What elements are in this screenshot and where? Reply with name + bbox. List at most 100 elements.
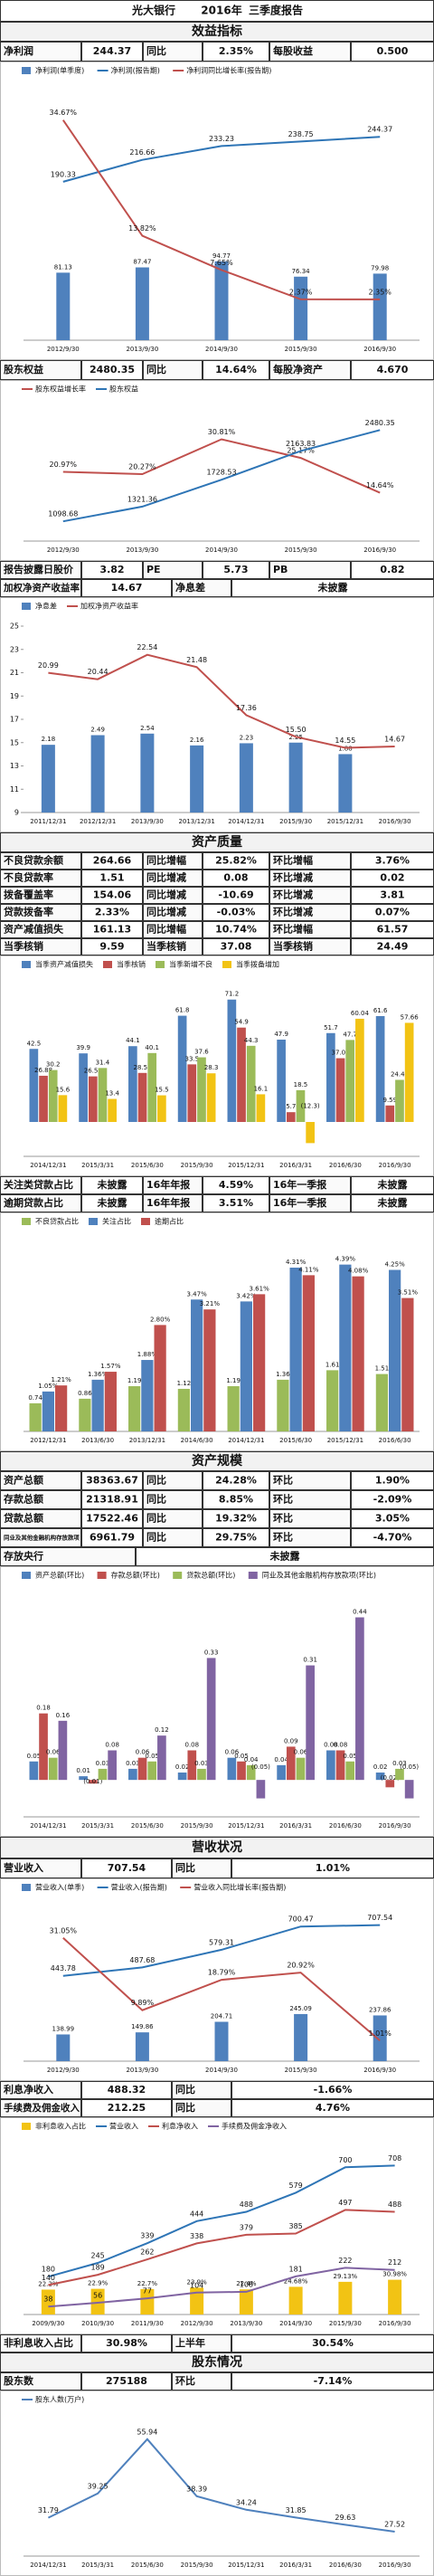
legend-swatch xyxy=(22,961,31,968)
table-value: -2.09% xyxy=(373,1494,412,1506)
data-label: 0.04 xyxy=(274,1756,288,1763)
data-label: 94.77 xyxy=(212,252,231,260)
x-tick-label: 2015/9/30 xyxy=(285,346,317,353)
table-cell xyxy=(81,1858,172,1878)
bar xyxy=(98,1068,108,1122)
table-value: 212.25 xyxy=(108,2102,146,2114)
x-tick-label: 2013/6/30 xyxy=(81,1437,114,1444)
table-cell xyxy=(269,904,351,921)
section-title: 效益指标 xyxy=(192,24,242,39)
x-tick-label: 2015/6/30 xyxy=(131,1822,164,1830)
table-cell xyxy=(81,579,172,597)
table-value: 3.05% xyxy=(375,1513,410,1525)
legend-label: 当季拨备增加 xyxy=(236,960,279,969)
data-label: 0.06 xyxy=(46,1749,61,1756)
table-label: 环比增减 xyxy=(273,889,313,901)
data-label: 81.13 xyxy=(54,263,72,271)
data-label: (0.05) xyxy=(251,1763,270,1771)
data-label: 1728.53 xyxy=(206,469,236,477)
bar xyxy=(326,1750,335,1781)
bar xyxy=(56,272,71,340)
table-label: 16年年报 xyxy=(146,1196,191,1209)
bar xyxy=(154,1325,166,1431)
legend-swatch xyxy=(22,603,31,610)
table-label: 营业收入 xyxy=(4,1861,43,1874)
table-cell xyxy=(0,852,81,870)
bar xyxy=(135,267,149,340)
table-value: 17522.46 xyxy=(86,1513,138,1525)
x-tick-label: 2014/12/31 xyxy=(228,818,264,825)
x-tick-label: 2012/9/30 xyxy=(47,346,80,353)
data-label: 18.79% xyxy=(208,1969,236,1977)
chart-frame xyxy=(0,1566,434,1837)
data-label: 4.08% xyxy=(348,1268,369,1275)
x-tick-label: 2014/12/31 xyxy=(228,1437,264,1444)
table-label: 同业及其他金融机构存放款项 xyxy=(4,1534,80,1542)
data-label: (0.01) xyxy=(83,1778,102,1785)
x-tick-label: 2015/9/30 xyxy=(181,2562,213,2569)
data-label: 0.18 xyxy=(36,1705,51,1712)
table-cell xyxy=(269,42,351,62)
data-label: (12.3) xyxy=(301,1103,320,1110)
table-label: 16年一季报 xyxy=(273,1178,327,1191)
table-cell xyxy=(269,1490,351,1509)
bar xyxy=(157,1735,166,1781)
data-label: 30.2 xyxy=(46,1061,61,1069)
section-title: 股东情况 xyxy=(192,2354,242,2370)
data-label: 3.21% xyxy=(200,1300,221,1307)
x-tick-label: 2016/9/30 xyxy=(379,2320,411,2327)
data-label: 0.02 xyxy=(373,1763,388,1771)
table-cell xyxy=(81,360,143,380)
data-label: 4.31% xyxy=(286,1259,307,1266)
data-label: 1.36 xyxy=(276,1371,290,1378)
data-label: 26.51 xyxy=(84,1068,102,1075)
data-label: 0.01 xyxy=(76,1767,90,1774)
x-tick-label: 2013/9/30 xyxy=(131,818,164,825)
data-label: 0.33 xyxy=(204,1649,219,1656)
data-label: 17.36 xyxy=(236,704,257,712)
table-value: 488.32 xyxy=(108,2084,146,2096)
bar xyxy=(375,1773,385,1781)
data-label: 22.7% xyxy=(137,2280,158,2287)
bar xyxy=(326,1032,335,1122)
table-label: 拨备覆盖率 xyxy=(4,889,53,901)
bar xyxy=(252,1294,266,1431)
table-cell xyxy=(81,921,143,938)
data-label: 0.74 xyxy=(28,1394,42,1402)
bar xyxy=(404,1022,414,1122)
table-value: 未披露 xyxy=(97,1178,128,1191)
table-cell xyxy=(0,887,81,904)
table-cell xyxy=(81,1471,143,1490)
x-tick-label: 2014/9/30 xyxy=(205,547,238,554)
x-tick-label: 2014/9/30 xyxy=(279,2320,312,2327)
table-label: 股东权益 xyxy=(4,363,43,375)
data-label: 1098.68 xyxy=(48,510,78,518)
bar xyxy=(29,1049,39,1122)
data-label: 61.8 xyxy=(175,1007,190,1014)
table-label: 不良贷款余额 xyxy=(4,854,63,867)
bar xyxy=(375,1374,389,1431)
table-label: 存放央行 xyxy=(4,1550,43,1563)
table-value: -0.03% xyxy=(217,907,256,918)
table-cell xyxy=(269,1176,351,1194)
data-label: 3.51% xyxy=(398,1289,419,1297)
table-cell xyxy=(269,1509,351,1528)
table-value: 707.54 xyxy=(108,1862,146,1874)
table-cell xyxy=(269,1528,351,1547)
data-label: 28.3 xyxy=(204,1064,219,1071)
data-label: 0.03 xyxy=(96,1760,110,1767)
x-tick-label: 2015/12/31 xyxy=(327,818,363,825)
table-value: 4.670 xyxy=(377,364,409,375)
bar xyxy=(246,1045,256,1122)
data-label: 0.05 xyxy=(234,1753,249,1760)
data-label: 18.5 xyxy=(294,1081,308,1088)
data-label: 21.48 xyxy=(186,656,207,664)
table-cell xyxy=(203,1176,269,1194)
bar xyxy=(41,745,55,813)
bar xyxy=(277,1039,286,1122)
bar xyxy=(286,1112,296,1122)
bar xyxy=(306,1665,315,1781)
table-cell xyxy=(143,1528,203,1547)
bar xyxy=(140,733,155,813)
line xyxy=(48,2164,395,2278)
